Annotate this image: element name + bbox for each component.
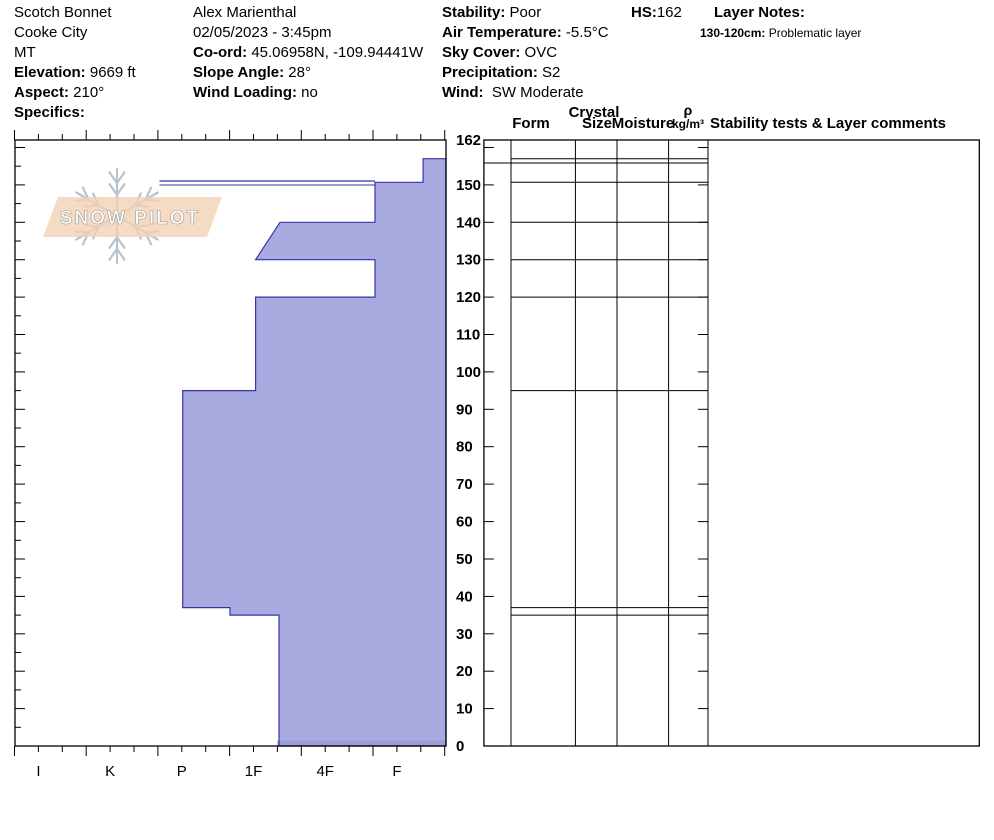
svg-text:Form: Form: [512, 115, 550, 132]
svg-text:F: F: [392, 763, 401, 780]
svg-text:I: I: [36, 763, 40, 780]
svg-text:P: P: [177, 763, 187, 780]
svg-text:ρ: ρ: [684, 102, 693, 118]
svg-text:70: 70: [456, 476, 473, 493]
svg-text:40: 40: [456, 588, 473, 605]
svg-text:Size: Size: [582, 115, 612, 132]
svg-text:K: K: [105, 763, 115, 780]
svg-text:Stability tests & Layer commen: Stability tests & Layer comments: [710, 115, 946, 132]
svg-text:SNOW PILOT: SNOW PILOT: [60, 208, 200, 229]
svg-text:1F: 1F: [245, 763, 263, 780]
svg-text:150: 150: [456, 177, 481, 194]
svg-text:130: 130: [456, 252, 481, 269]
svg-text:4F: 4F: [316, 763, 334, 780]
svg-text:140: 140: [456, 214, 481, 231]
svg-text:0: 0: [456, 738, 464, 755]
svg-text:100: 100: [456, 364, 481, 381]
svg-text:Moisture: Moisture: [612, 115, 675, 132]
svg-text:50: 50: [456, 551, 473, 568]
svg-text:162: 162: [456, 132, 481, 149]
svg-text:20: 20: [456, 663, 473, 680]
svg-text:30: 30: [456, 626, 473, 643]
svg-text:10: 10: [456, 701, 473, 718]
svg-text:120: 120: [456, 289, 481, 306]
svg-text:kg/m³: kg/m³: [672, 117, 704, 131]
svg-text:60: 60: [456, 514, 473, 531]
svg-text:90: 90: [456, 401, 473, 418]
svg-text:80: 80: [456, 439, 473, 456]
svg-text:110: 110: [456, 327, 480, 344]
